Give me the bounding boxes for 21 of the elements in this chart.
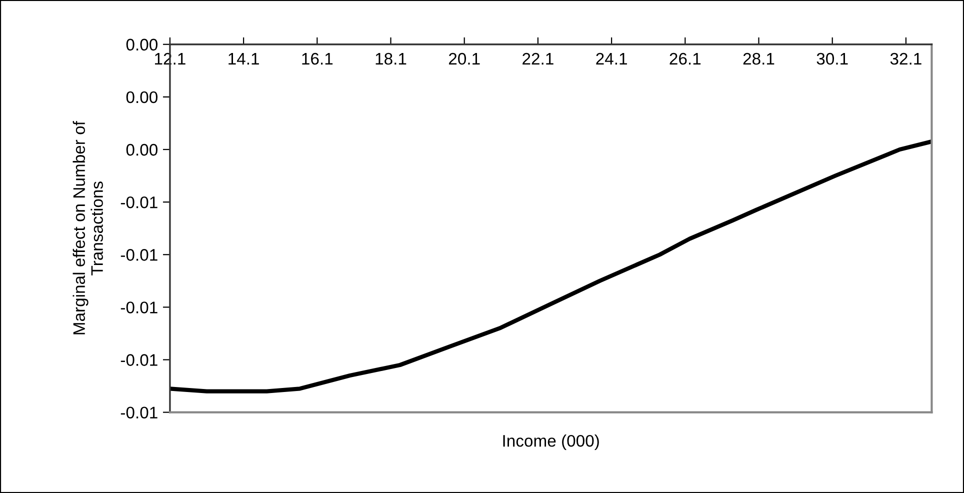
y-axis-title: Marginal effect on Number of Transactions xyxy=(72,120,103,334)
y-tick-label: 0.00 xyxy=(126,144,158,156)
y-tick-label: -0.01 xyxy=(120,249,158,261)
y-tick-label: 0.00 xyxy=(126,38,158,51)
x-tick-label: 28.1 xyxy=(743,52,774,65)
y-tick-label: -0.01 xyxy=(120,196,158,208)
x-tick-label: 20.1 xyxy=(448,52,480,65)
x-tick-label: 16.1 xyxy=(302,52,333,65)
y-tick-label: 0.00 xyxy=(126,91,158,104)
x-tick-label: 24.1 xyxy=(596,52,627,65)
x-axis-title: Income (000) xyxy=(503,434,599,450)
x-tick-label: 30.1 xyxy=(816,52,848,65)
x-tick-label: 18.1 xyxy=(376,52,406,65)
x-tick-label: 32.1 xyxy=(890,52,922,65)
y-tick-label: -0.01 xyxy=(120,354,158,366)
line-series xyxy=(170,140,932,394)
x-tick-label: 22.1 xyxy=(522,52,554,65)
y-tick-label: -0.01 xyxy=(120,302,158,314)
x-tick-label: 26.1 xyxy=(670,52,701,65)
y-tick-label: -0.01 xyxy=(120,406,158,418)
x-tick-label: 14.1 xyxy=(228,53,259,65)
